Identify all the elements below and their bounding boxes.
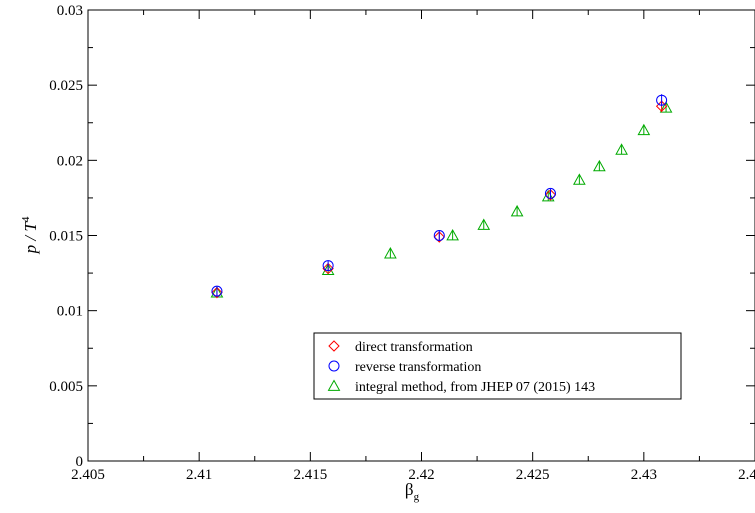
legend-circle-marker xyxy=(328,360,340,372)
circle-marker xyxy=(322,260,334,272)
x-tick-label: 2.42 xyxy=(408,467,434,483)
diamond-marker xyxy=(433,231,445,243)
legend-box xyxy=(313,332,682,400)
legend-label: integral method, from JHEP 07 (2015) 143 xyxy=(355,380,595,395)
x-tick-label: 2.415 xyxy=(293,467,327,483)
legend-label: reverse transformation xyxy=(355,360,481,375)
triangle-marker xyxy=(510,204,524,217)
y-tick-label: 0.005 xyxy=(49,379,83,395)
triangle-marker xyxy=(593,159,606,172)
legend-label: direct transformation xyxy=(355,340,473,355)
x-tick-label: 2.405 xyxy=(71,467,105,483)
circle-marker xyxy=(211,285,223,297)
triangle-marker xyxy=(573,173,586,185)
x-tick-label: 2.41 xyxy=(186,467,212,483)
y-tick-label: 0 xyxy=(76,454,84,470)
triangle-marker xyxy=(446,228,459,241)
circle-marker xyxy=(433,230,445,241)
triangle-marker xyxy=(615,143,628,155)
x-tick-label: 2.425 xyxy=(516,467,550,483)
triangle-marker xyxy=(477,218,491,230)
triangle-marker xyxy=(541,189,555,202)
x-axis-title: βg xyxy=(405,480,420,503)
y-axis-ticks: 0 0.005 0.01 0.015 0.02 0.025 0.03 xyxy=(49,3,755,470)
y-tick-label: 0.02 xyxy=(57,153,83,169)
legend-triangle-marker xyxy=(327,379,341,391)
legend-diamond-marker xyxy=(328,340,340,352)
y-tick-label: 0.015 xyxy=(49,229,83,245)
circle-marker xyxy=(544,187,556,199)
y-tick-label: 0.01 xyxy=(57,304,83,320)
x-tick-label: 2.43 xyxy=(631,467,657,483)
diamond-marker xyxy=(322,262,334,275)
circle-marker xyxy=(656,94,668,106)
y-tick-label: 0.025 xyxy=(49,78,83,94)
triangle-marker xyxy=(384,247,397,259)
diamond-marker xyxy=(544,189,557,201)
legend: direct transformation reverse transformat… xyxy=(313,332,682,400)
x-tick-label: 2.435 xyxy=(738,467,755,483)
y-axis-title: p / T4 xyxy=(20,216,40,254)
x-axis-ticks: 2.405 2.41 2.415 2.42 2.425 2.43 2.435 xyxy=(71,10,755,483)
triangle-marker xyxy=(637,123,651,136)
triangle-marker xyxy=(659,101,673,113)
data-markers xyxy=(210,94,673,299)
y-tick-label: 0.03 xyxy=(57,3,83,19)
diamond-marker xyxy=(211,286,223,299)
